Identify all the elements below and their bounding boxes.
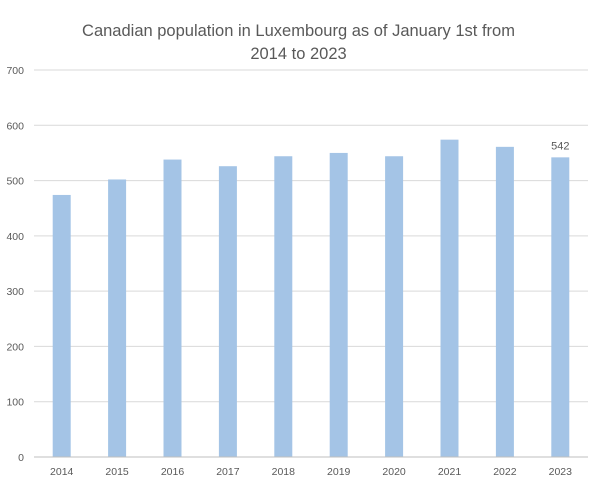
- x-tick-label-2018: 2018: [272, 466, 296, 478]
- bar-2020: [385, 156, 404, 457]
- bar-2015: [108, 179, 127, 458]
- x-tick-label-2017: 2017: [216, 466, 240, 478]
- y-tick-label-600: 600: [6, 120, 24, 132]
- x-tick-label-2020: 2020: [382, 466, 406, 478]
- x-tick-label-2019: 2019: [327, 466, 351, 478]
- chart-title-line-1: Canadian population in Luxembourg as of …: [82, 22, 515, 40]
- bar-2018: [274, 156, 293, 457]
- bar-2016: [163, 159, 182, 457]
- bar-2021: [440, 139, 459, 457]
- x-tick-label-2016: 2016: [161, 466, 185, 478]
- bar-2019: [329, 152, 348, 457]
- y-tick-label-400: 400: [6, 231, 24, 243]
- bar-2022: [495, 146, 514, 457]
- x-tick-label-2021: 2021: [438, 466, 462, 478]
- y-tick-label-500: 500: [6, 176, 24, 188]
- labels: 0 100 200 300 400 500 600 700 2014 2015 2016 2017 20…: [6, 65, 572, 478]
- gridlines: [34, 69, 588, 403]
- chart-title-line-2: 2014 to 2023: [250, 45, 347, 63]
- chart-title: Canadian population in Luxembourg as of …: [0, 20, 597, 66]
- y-tick-label-200: 200: [6, 341, 24, 353]
- bar-2017: [218, 166, 237, 457]
- x-tick-label-2015: 2015: [105, 466, 129, 478]
- y-tick-label-700: 700: [6, 65, 24, 77]
- y-tick-label-0: 0: [18, 452, 24, 464]
- data-label-2023: 542: [551, 140, 569, 152]
- bar-2014: [52, 194, 71, 457]
- bar-2023: [551, 157, 570, 457]
- bars: [52, 139, 570, 458]
- x-tick-label-2014: 2014: [50, 466, 74, 478]
- y-tick-label-100: 100: [6, 397, 24, 409]
- x-tick-label-2023: 2023: [549, 466, 573, 478]
- y-tick-label-300: 300: [6, 286, 24, 298]
- x-tick-label-2022: 2022: [493, 466, 517, 478]
